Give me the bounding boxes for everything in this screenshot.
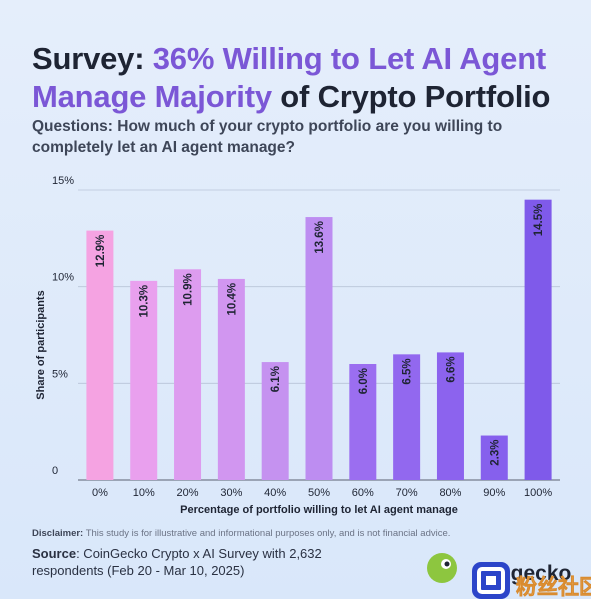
bar [217, 278, 245, 480]
x-axis-label: Percentage of portfolio willing to let A… [180, 504, 458, 516]
chart-title: Survey: 36% Willing to Let AI Agent Mana… [32, 40, 587, 116]
bar [261, 362, 289, 480]
bar-value-label: 13.6% [314, 221, 326, 254]
bar-value-label: 6.1% [270, 366, 282, 392]
logo-text: ingecko [492, 562, 571, 585]
bar [349, 364, 377, 480]
bar-value-label: 14.5% [533, 204, 545, 237]
y-axis-label: Share of participants [35, 290, 47, 399]
y-tick-label: 0 [52, 465, 58, 477]
x-tick-label: 60% [352, 487, 374, 499]
x-tick-label: 20% [177, 487, 199, 499]
bar-value-label: 12.9% [95, 235, 107, 268]
bar [130, 280, 158, 480]
bar-value-label: 10.9% [183, 273, 195, 306]
bar-value-label: 10.4% [226, 283, 238, 316]
bar [174, 269, 202, 480]
x-tick-label: 90% [483, 487, 505, 499]
gecko-icon [427, 553, 457, 583]
bar-value-label: 6.0% [358, 368, 370, 394]
x-tick-label: 70% [396, 487, 418, 499]
title-part1: Survey: [32, 41, 153, 76]
bar [305, 217, 333, 481]
bar [480, 435, 508, 480]
x-tick-label: 40% [264, 487, 286, 499]
title-part2: of Crypto Portfolio [271, 79, 551, 114]
y-tick-label: 15% [52, 175, 74, 187]
chart-subtitle: Questions: How much of your crypto portf… [32, 118, 503, 156]
x-tick-label: 50% [308, 487, 330, 499]
x-tick-label: 80% [439, 487, 461, 499]
axes: 0 5% 10% 15% 0% 10% 20% 30% 40% 50% 60% 70% 80% 90% 10… [35, 175, 552, 516]
bar-value-label: 10.3% [139, 285, 151, 318]
disclaimer-text: This study is for illustrative and infor… [83, 528, 451, 539]
title-accent2: Manage Majority [32, 79, 272, 114]
bar [393, 354, 421, 480]
y-tick-label: 5% [52, 368, 68, 380]
x-tick-label: 100% [524, 487, 552, 499]
bar-chart: 12.9% 10.3% 10.9% 10.4% 6.1% 13.6% 6.0% 6.5% 6.6… [35, 175, 560, 516]
bar-value-label: 6.6% [445, 356, 457, 382]
disclaimer-label: Disclaimer: [32, 528, 84, 539]
bar [86, 230, 114, 480]
x-tick-label: 10% [133, 487, 155, 499]
source-label: Source [32, 546, 77, 561]
disclaimer: Disclaimer: This study is for illustrati… [32, 528, 552, 539]
bar-value-label: 2.3% [489, 440, 501, 466]
y-tick-label: 10% [52, 272, 74, 284]
source-text: : CoinGecko Crypto x AI Survey with 2,63… [32, 546, 322, 578]
bar [436, 352, 464, 480]
x-tick-label: 30% [220, 487, 242, 499]
bar [524, 199, 552, 480]
title-accent1: 36% Willing to Let AI Agent [152, 41, 547, 76]
watermark-text: 粉丝社区 [516, 575, 591, 599]
source-note: Source: CoinGecko Crypto x AI Survey wit… [32, 545, 392, 579]
coingecko-logo: ingecko 粉丝社区 [427, 553, 591, 599]
x-tick-label: 0% [92, 487, 108, 499]
bars: 12.9% 10.3% 10.9% 10.4% 6.1% 13.6% 6.0% 6.5% 6.6… [86, 199, 552, 481]
bar-value-label: 6.5% [402, 358, 414, 384]
